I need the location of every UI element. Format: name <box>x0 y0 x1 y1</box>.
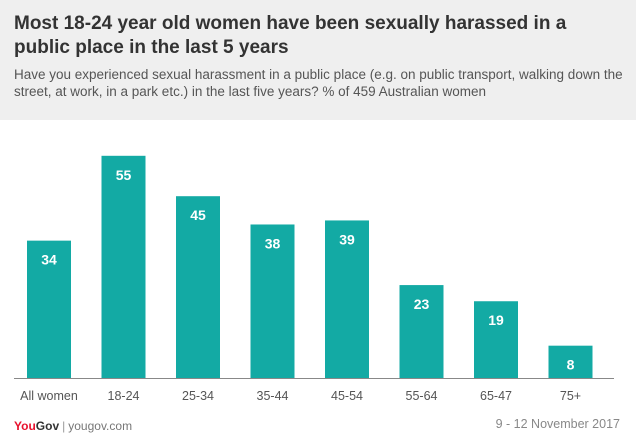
x-tick-label: All women <box>20 389 78 403</box>
x-tick-label: 45-54 <box>331 389 363 403</box>
bar-1 <box>101 155 146 378</box>
bar-value-label: 39 <box>339 231 355 247</box>
fieldwork-date: 9 - 12 November 2017 <box>495 417 620 431</box>
bar-value-label: 23 <box>414 296 430 312</box>
bar-value-label: 19 <box>488 312 504 328</box>
x-tick-label: 35-44 <box>257 389 289 403</box>
bar-chart: 34 All women 55 18-24 45 25-34 38 35-44 39 45-54 2… <box>14 155 614 403</box>
chart-header: Most 18-24 year old women have been sexu… <box>0 0 636 120</box>
bar-6 <box>474 301 518 378</box>
bar-value-label: 45 <box>190 207 206 223</box>
bar-3 <box>250 224 295 378</box>
brand-url: yougov.com <box>68 419 133 433</box>
bar-value-label: 8 <box>567 357 575 373</box>
x-tick-label: 65-47 <box>480 389 512 403</box>
chart-subtitle: Have you experienced sexual harassment i… <box>14 67 623 99</box>
yougov-brand: YouGov | yougov.com <box>14 419 132 433</box>
bar-5 <box>399 285 444 378</box>
x-tick-label: 75+ <box>560 389 581 403</box>
bar-value-label: 38 <box>265 235 281 251</box>
bar-value-label: 34 <box>41 252 57 268</box>
brand-logo-gov: Gov <box>35 419 60 433</box>
bar-4 <box>325 220 369 378</box>
brand-separator: | <box>62 419 66 433</box>
chart-title: Most 18-24 year old women have been sexu… <box>14 13 567 58</box>
bar-7 <box>548 345 593 378</box>
brand-logo-you: You <box>14 419 36 433</box>
x-tick-label: 25-34 <box>182 389 214 403</box>
x-tick-label: 55-64 <box>406 389 438 403</box>
bar-0 <box>27 240 71 378</box>
bar-value-label: 55 <box>116 167 132 183</box>
x-tick-label: 18-24 <box>108 389 140 403</box>
bar-2 <box>176 196 220 378</box>
